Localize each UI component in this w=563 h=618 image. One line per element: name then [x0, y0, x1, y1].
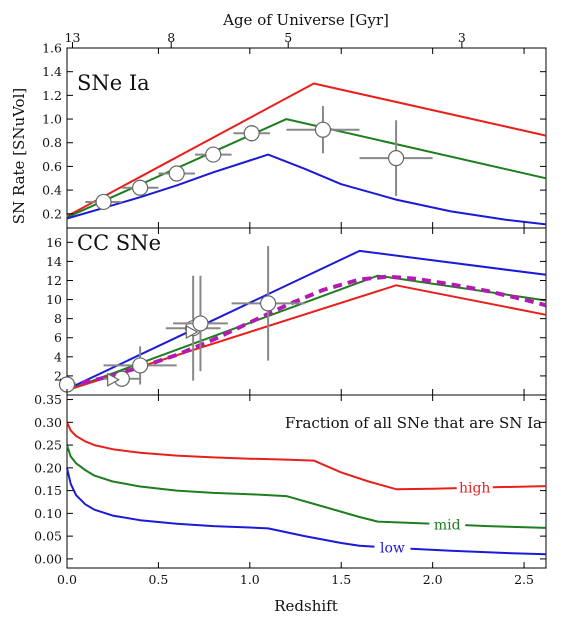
data-point-cc — [132, 357, 149, 374]
data-point-ia — [387, 150, 405, 167]
y-tick-label-cc: 12 — [46, 273, 62, 288]
x-axis-title: Redshift — [274, 597, 338, 615]
x-tick-label: 0.5 — [148, 572, 168, 587]
y-tick-label-frac: 0.10 — [34, 506, 62, 521]
data-points: high mid low — [58, 106, 493, 557]
curve-label-high: high — [459, 481, 490, 497]
curve-cc-high — [66, 284, 547, 392]
y-tick-label-ia: 1.0 — [42, 112, 62, 127]
y-tick-label-ia: 0.4 — [42, 183, 62, 198]
data-point-ia — [95, 193, 112, 211]
y-tick-label-ia: 0.8 — [42, 135, 62, 150]
top-tick-label: 13 — [65, 30, 81, 45]
top-tick-label: 5 — [284, 30, 292, 45]
curve-label-bg-mid — [429, 515, 466, 532]
curve-ia-mid — [66, 118, 547, 219]
curve-cc-dashed — [66, 274, 547, 389]
data-point-ia — [132, 179, 149, 196]
data-point-ia — [243, 125, 260, 142]
curve-label-bg-high — [456, 478, 493, 495]
curve-label-mid: mid — [434, 517, 461, 533]
curve-label-low: low — [380, 541, 405, 557]
y-tick-label-cc: 14 — [46, 254, 62, 269]
curve-cc-low — [66, 249, 547, 391]
top-axis-title: Age of Universe [Gyr] — [222, 11, 389, 29]
curve-frac-mid — [66, 444, 547, 529]
y-tick-label-ia: 1.2 — [42, 88, 62, 103]
y-tick-label-frac: 0.35 — [34, 392, 62, 407]
y-tick-label-frac: 0.30 — [34, 415, 62, 430]
y-tick-label-frac: 0.20 — [34, 460, 62, 475]
y-tick-label-cc: 8 — [54, 311, 62, 326]
panel-label-ia: SNe Ia — [77, 71, 150, 95]
y-tick-label-cc: 6 — [54, 330, 62, 345]
y-tick-label-ia: 0.2 — [42, 206, 62, 221]
data-point-ia — [168, 165, 185, 182]
top-tick-label: 8 — [167, 30, 175, 45]
panel-label-frac: Fraction of all SNe that are SN Ia — [285, 414, 542, 432]
axes: 0.20.40.60.81.01.21.41.62468101214160.00… — [34, 30, 546, 587]
y-tick-label-frac: 0.05 — [34, 529, 62, 544]
top-tick-label: 3 — [458, 30, 466, 45]
curve-ia-low — [66, 153, 547, 226]
x-tick-label: 2.5 — [514, 572, 534, 587]
y-tick-label-frac: 0.15 — [34, 483, 62, 498]
panel-frames — [66, 47, 547, 569]
y-tick-label-cc: 4 — [54, 349, 62, 364]
panel-frame-frac — [66, 394, 547, 569]
data-point-ia — [314, 121, 332, 138]
y-tick-label-ia: 0.6 — [42, 159, 62, 174]
data-triangle-cc — [107, 372, 120, 387]
y-tick-label-ia: 1.6 — [42, 41, 62, 56]
y-tick-label-ia: 1.4 — [42, 64, 62, 79]
data-triangle-cc — [185, 325, 199, 340]
x-tick-label: 1.5 — [331, 572, 351, 587]
curve-frac-high — [66, 421, 547, 491]
y-tick-label-cc: 10 — [46, 292, 62, 307]
data-point-cc — [260, 295, 277, 312]
y-axis-title: SN Rate [SNuVol] — [10, 88, 28, 224]
y-tick-label-frac: 0.00 — [34, 551, 62, 566]
curve-ia-high — [66, 82, 547, 218]
curve-label-bg-low — [374, 538, 411, 555]
x-tick-label: 0.0 — [57, 572, 77, 587]
panel-label-cc: CC SNe — [77, 231, 161, 255]
x-tick-label: 2.0 — [423, 572, 443, 587]
y-tick-label-cc: 2 — [54, 368, 62, 383]
y-tick-label-cc: 16 — [46, 235, 62, 250]
y-tick-label-frac: 0.25 — [34, 438, 62, 453]
data-point-cc — [192, 315, 209, 332]
data-point-ia — [205, 146, 222, 163]
x-tick-label: 1.0 — [240, 572, 260, 587]
